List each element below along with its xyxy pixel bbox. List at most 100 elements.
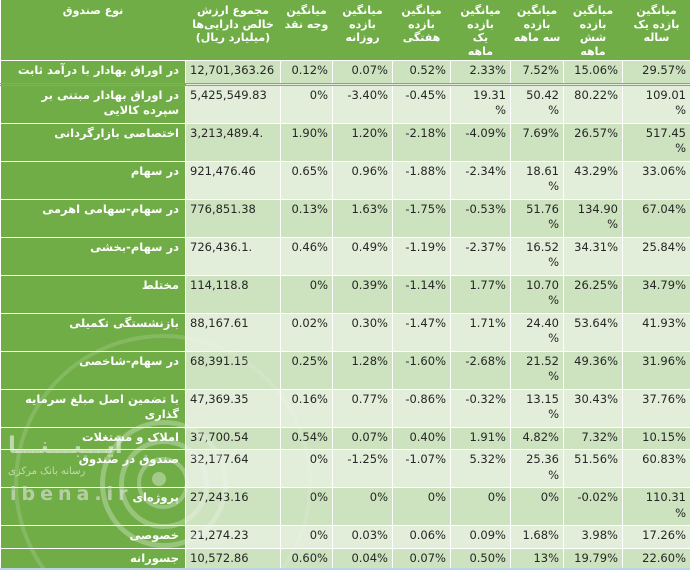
return-value-cell[interactable]: 0%: [332, 487, 393, 526]
fund-type-cell[interactable]: بازنشستگی تکمیلی: [0, 312, 186, 352]
column-header-1year-return[interactable]: میانگین بازده یک ساله: [622, 0, 690, 61]
return-value-cell[interactable]: 53.64%: [563, 312, 623, 352]
return-value-cell[interactable]: 16.52 %: [510, 236, 564, 276]
return-value-cell[interactable]: 7.32%: [563, 426, 623, 450]
return-value-cell[interactable]: 0.65%: [280, 160, 333, 200]
return-value-cell[interactable]: 22.60%: [622, 547, 690, 568]
fund-type-cell[interactable]: با تضمین اصل مبلغ سرمایه گذاری: [0, 388, 186, 428]
return-value-cell[interactable]: 17.26%: [622, 525, 690, 549]
return-value-cell[interactable]: 26.25%: [563, 274, 623, 314]
return-value-cell[interactable]: 18.61 %: [510, 160, 564, 200]
return-value-cell[interactable]: 0.30%: [332, 312, 393, 352]
return-value-cell[interactable]: 41.93%: [622, 312, 690, 352]
return-value-cell[interactable]: 10.15%: [622, 426, 690, 450]
return-value-cell[interactable]: 0.40%: [392, 426, 451, 450]
return-value-cell[interactable]: 34.31%: [563, 236, 623, 276]
return-value-cell[interactable]: 21.52 %: [510, 350, 564, 390]
return-value-cell[interactable]: 0.02%: [280, 312, 333, 352]
return-value-cell[interactable]: 0.03%: [332, 525, 393, 549]
column-header-6month-return[interactable]: میانگین بازده شش ماهه: [563, 0, 623, 61]
return-value-cell[interactable]: 0.07%: [392, 547, 451, 568]
return-value-cell[interactable]: -4.09%: [450, 122, 511, 162]
return-value-cell[interactable]: 0%: [450, 487, 511, 526]
nav-value-cell[interactable]: 3,213,489.4.: [185, 122, 281, 162]
fund-type-cell[interactable]: املاک و مستغلات: [0, 426, 186, 450]
return-value-cell[interactable]: 0.50%: [450, 547, 511, 568]
fund-type-cell[interactable]: در سهام-سهامی اهرمی: [0, 198, 186, 238]
return-value-cell[interactable]: 0.16%: [280, 388, 333, 428]
nav-value-cell[interactable]: 88,167.61: [185, 312, 281, 352]
return-value-cell[interactable]: 24.40 %: [510, 312, 564, 352]
return-value-cell[interactable]: 50.42 %: [510, 83, 564, 124]
return-value-cell[interactable]: 0.13%: [280, 198, 333, 238]
return-value-cell[interactable]: 0.96%: [332, 160, 393, 200]
nav-value-cell[interactable]: 21,274.23: [185, 525, 281, 549]
return-value-cell[interactable]: 0.04%: [332, 547, 393, 568]
column-header-1month-return[interactable]: میانگین بازده یک ماهه: [450, 0, 511, 61]
return-value-cell[interactable]: -2.37%: [450, 236, 511, 276]
nav-value-cell[interactable]: 27,243.16: [185, 487, 281, 526]
return-value-cell[interactable]: 0.77%: [332, 388, 393, 428]
return-value-cell[interactable]: 49.36%: [563, 350, 623, 390]
return-value-cell[interactable]: 0.25%: [280, 350, 333, 390]
return-value-cell[interactable]: 67.04%: [622, 198, 690, 238]
return-value-cell[interactable]: 0%: [280, 487, 333, 526]
fund-type-cell[interactable]: صندوق در صندوق: [0, 449, 186, 488]
return-value-cell[interactable]: -0.32%: [450, 388, 511, 428]
return-value-cell[interactable]: 80.22%: [563, 83, 623, 124]
return-value-cell[interactable]: -1.47%: [392, 312, 451, 352]
return-value-cell[interactable]: 0%: [280, 525, 333, 549]
return-value-cell[interactable]: -0.53%: [450, 198, 511, 238]
return-value-cell[interactable]: 15.06%: [563, 60, 623, 86]
return-value-cell[interactable]: -1.75%: [392, 198, 451, 238]
return-value-cell[interactable]: 0%: [510, 487, 564, 526]
return-value-cell[interactable]: 1.77%: [450, 274, 511, 314]
nav-value-cell[interactable]: 114,118.8: [185, 274, 281, 314]
nav-value-cell[interactable]: 726,436.1.: [185, 236, 281, 276]
return-value-cell[interactable]: 0.07%: [332, 60, 393, 86]
nav-value-cell[interactable]: 68,391.15: [185, 350, 281, 390]
return-value-cell[interactable]: 0.49%: [332, 236, 393, 276]
nav-value-cell[interactable]: 47,369.35: [185, 388, 281, 428]
return-value-cell[interactable]: 1.20%: [332, 122, 393, 162]
return-value-cell[interactable]: 0%: [392, 487, 451, 526]
return-value-cell[interactable]: 31.96%: [622, 350, 690, 390]
return-value-cell[interactable]: 19.31 %: [450, 83, 511, 124]
return-value-cell[interactable]: 0.39%: [332, 274, 393, 314]
column-header-weekly-return[interactable]: میانگین بازده هفتگی: [392, 0, 451, 61]
fund-type-cell[interactable]: پروژه‌ای: [0, 487, 186, 526]
nav-value-cell[interactable]: 776,851.38: [185, 198, 281, 238]
return-value-cell[interactable]: 1.63%: [332, 198, 393, 238]
return-value-cell[interactable]: 0.12%: [280, 60, 333, 86]
return-value-cell[interactable]: 19.79%: [563, 547, 623, 568]
column-header-fund-type[interactable]: نوع صندوق: [0, 0, 186, 61]
return-value-cell[interactable]: -0.45%: [392, 83, 451, 124]
return-value-cell[interactable]: -1.60%: [392, 350, 451, 390]
fund-type-cell[interactable]: در سهام: [0, 160, 186, 200]
return-value-cell[interactable]: -0.86%: [392, 388, 451, 428]
return-value-cell[interactable]: 51.76 %: [510, 198, 564, 238]
return-value-cell[interactable]: 109.01 %: [622, 83, 690, 124]
column-header-avg-cash[interactable]: میانگین وجه نقد: [280, 0, 333, 61]
column-header-total-nav[interactable]: مجموع ارزش خالص دارایی‌ها (میلیارد ریال): [185, 0, 281, 61]
return-value-cell[interactable]: 1.28%: [332, 350, 393, 390]
return-value-cell[interactable]: 1.90%: [280, 122, 333, 162]
return-value-cell[interactable]: 37.76%: [622, 388, 690, 428]
return-value-cell[interactable]: 34.79%: [622, 274, 690, 314]
return-value-cell[interactable]: 1.71%: [450, 312, 511, 352]
return-value-cell[interactable]: 134.90 %: [563, 198, 623, 238]
return-value-cell[interactable]: 0.09%: [450, 525, 511, 549]
return-value-cell[interactable]: 43.29%: [563, 160, 623, 200]
return-value-cell[interactable]: 0.07%: [332, 426, 393, 450]
return-value-cell[interactable]: 0%: [280, 274, 333, 314]
return-value-cell[interactable]: -1.25%: [332, 449, 393, 488]
return-value-cell[interactable]: 26.57%: [563, 122, 623, 162]
return-value-cell[interactable]: 51.56%: [563, 449, 623, 488]
return-value-cell[interactable]: 13.15 %: [510, 388, 564, 428]
return-value-cell[interactable]: 60.83%: [622, 449, 690, 488]
return-value-cell[interactable]: 2.33%: [450, 60, 511, 86]
nav-value-cell[interactable]: 5,425,549.83: [185, 83, 281, 124]
fund-type-cell[interactable]: جسورانه: [0, 547, 186, 568]
return-value-cell[interactable]: 25.36 %: [510, 449, 564, 488]
return-value-cell[interactable]: -2.34%: [450, 160, 511, 200]
